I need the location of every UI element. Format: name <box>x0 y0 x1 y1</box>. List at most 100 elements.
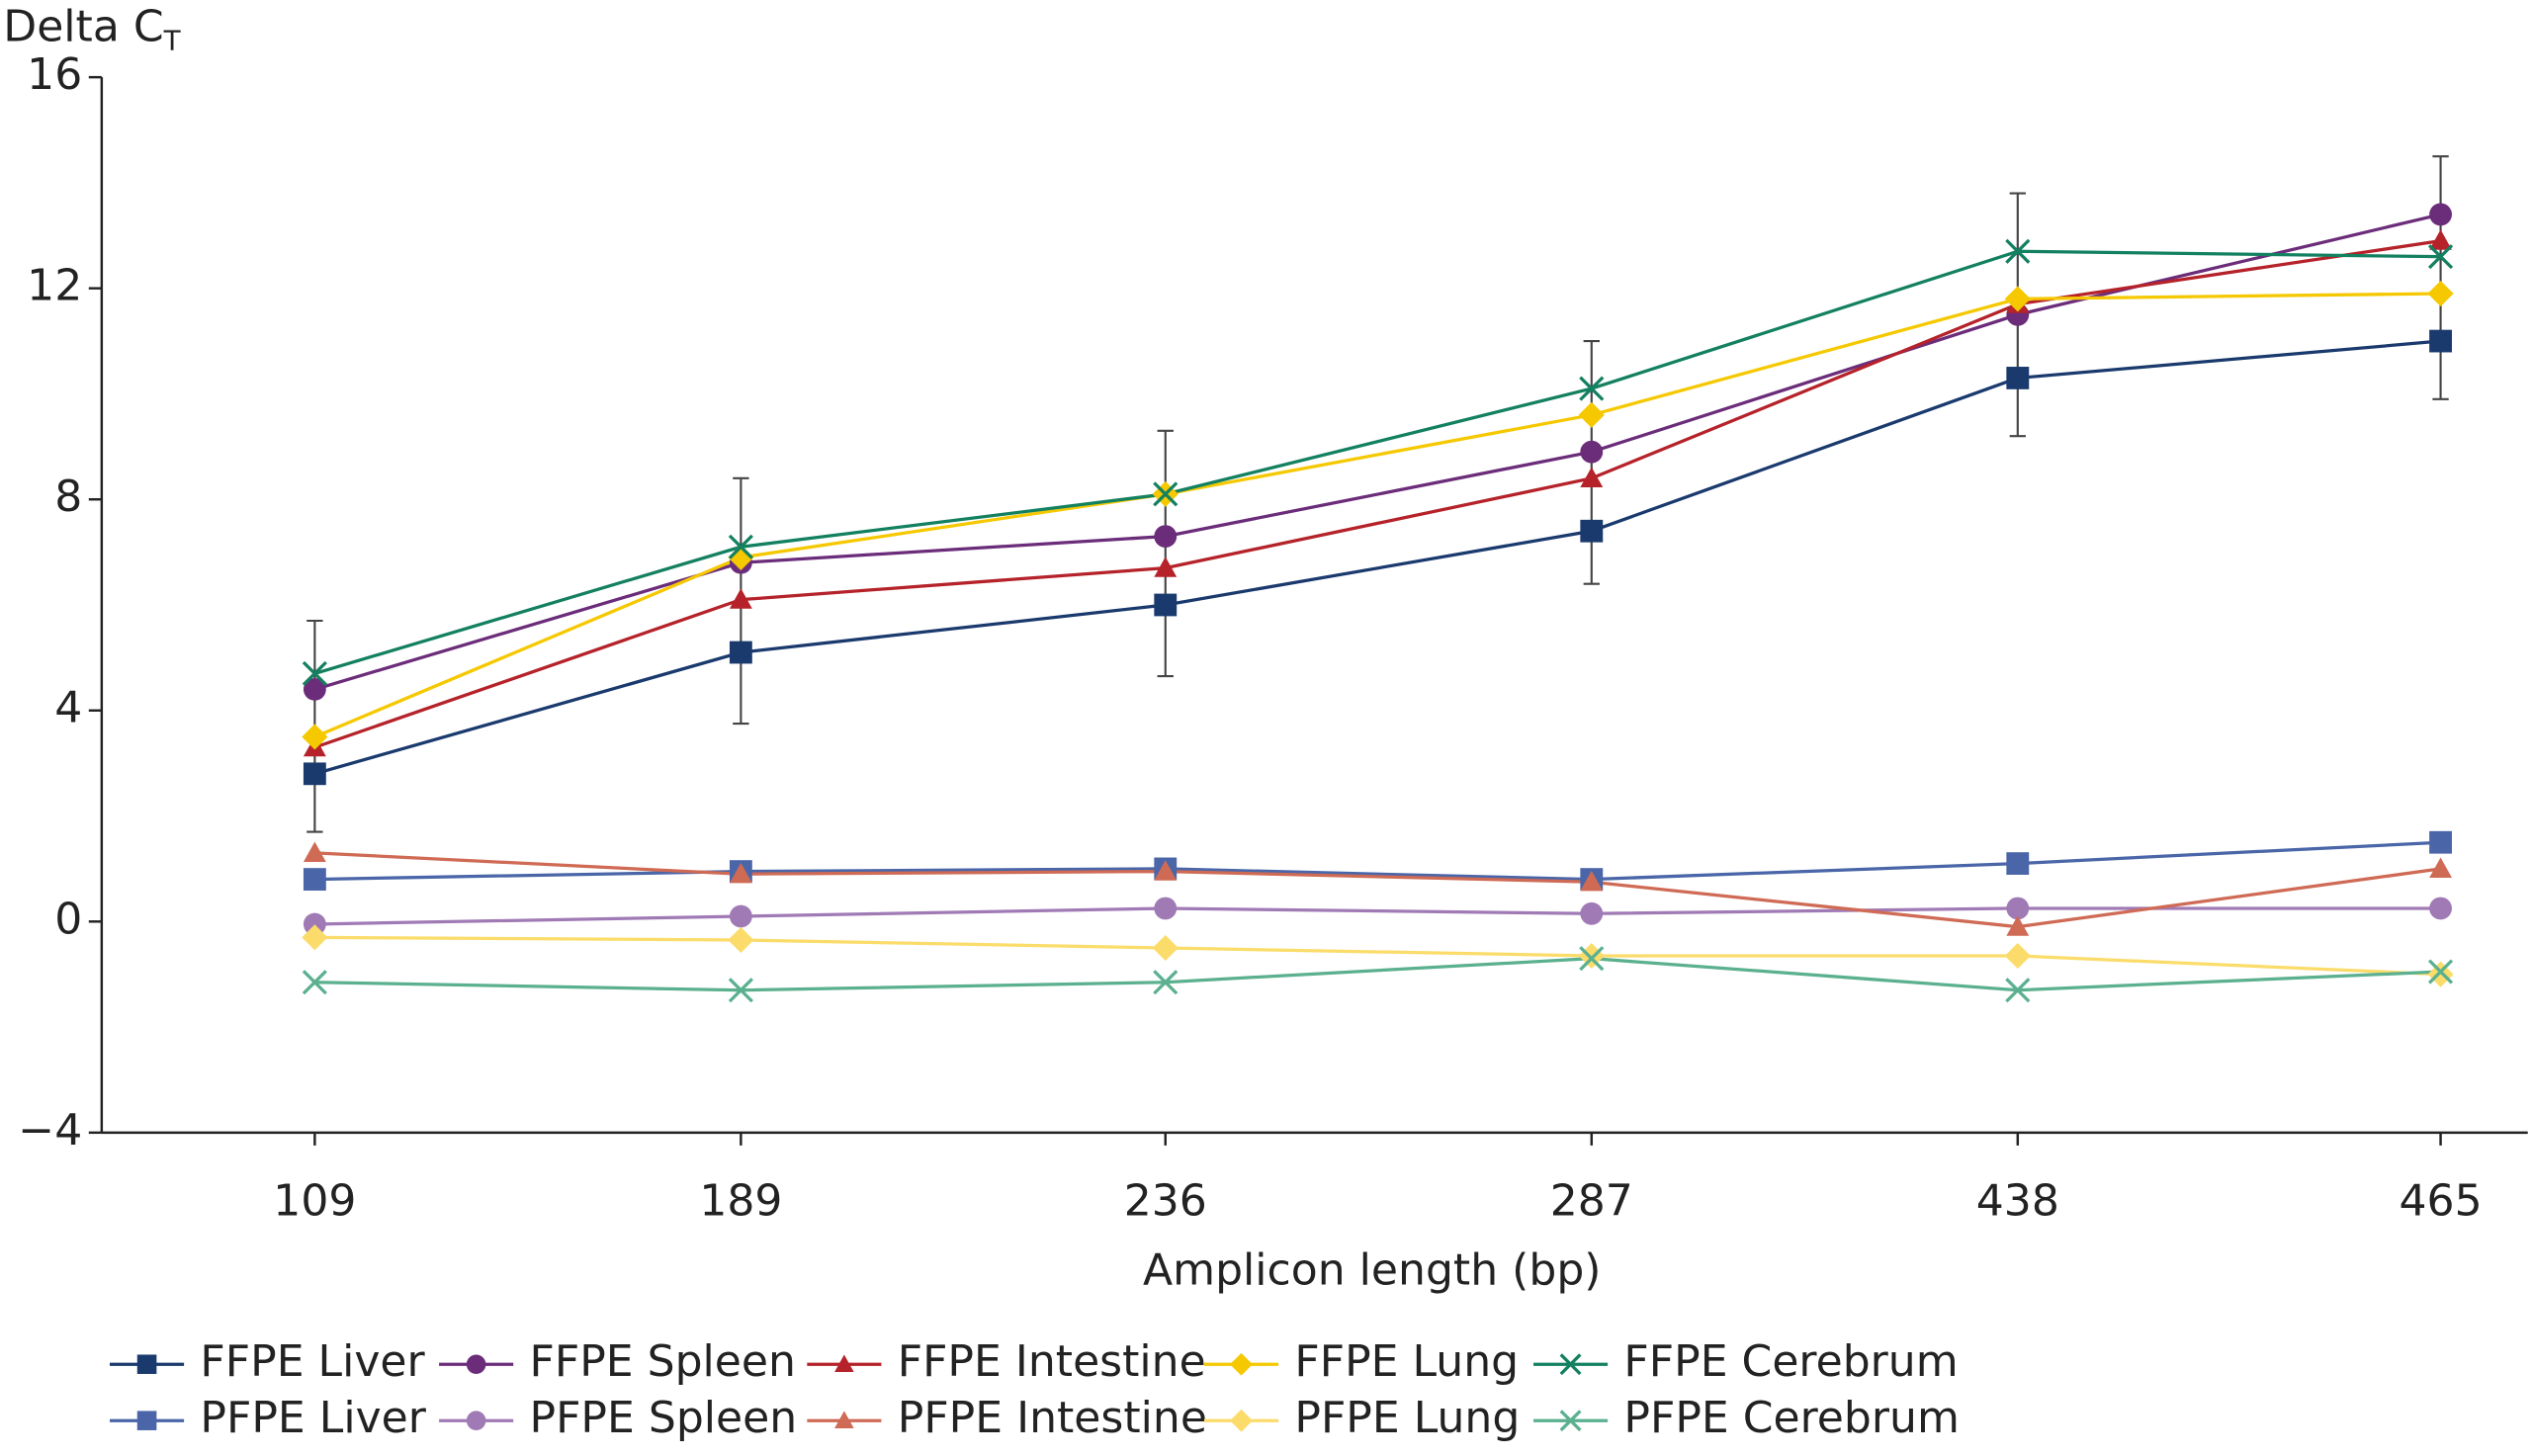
x-tick-label: 189 <box>699 1176 782 1227</box>
marker <box>1578 942 1605 970</box>
y-tick-label: 4 <box>54 683 82 733</box>
marker <box>1153 481 1178 507</box>
marker <box>1580 440 1604 464</box>
marker <box>302 724 328 750</box>
marker <box>1580 519 1604 543</box>
marker <box>303 868 326 891</box>
series-line <box>314 935 2441 977</box>
marker <box>2429 830 2452 854</box>
legend-label: FFPE Cerebrum <box>1623 1336 1958 1387</box>
marker <box>1152 934 1178 962</box>
marker <box>466 1354 486 1374</box>
legend-label: FFPE Liver <box>200 1336 425 1387</box>
marker <box>2427 959 2454 985</box>
marker <box>1580 467 1604 487</box>
marker <box>303 841 326 863</box>
marker <box>466 1411 486 1430</box>
legend-label: PFPE Cerebrum <box>1623 1393 1959 1443</box>
series-line <box>313 213 2441 691</box>
marker <box>2429 857 2452 879</box>
marker <box>1580 870 1604 892</box>
marker <box>1154 897 1178 920</box>
marker <box>1580 901 1604 925</box>
marker <box>302 970 327 995</box>
legend-label: PFPE Lung <box>1294 1393 1520 1443</box>
y-label-main: Delta C <box>3 1 163 51</box>
marker <box>1230 1409 1253 1432</box>
marker <box>729 641 752 664</box>
series-line <box>314 840 2441 882</box>
marker <box>1154 525 1178 548</box>
marker <box>2004 942 2031 970</box>
marker <box>136 1354 157 1374</box>
x-tick-label: 438 <box>1976 1176 2059 1227</box>
series-line <box>313 249 2441 675</box>
x-tick-label: 465 <box>2400 1176 2483 1227</box>
marker <box>2427 244 2454 270</box>
x-axis-label: Amplicon length (bp) <box>1143 1244 1601 1295</box>
legend-label: PFPE Intestine <box>898 1393 1207 1443</box>
marker <box>729 588 752 609</box>
marker <box>2429 329 2452 353</box>
marker <box>1154 860 1178 881</box>
marker <box>2004 286 2031 312</box>
marker <box>2429 203 2452 226</box>
marker <box>303 762 326 786</box>
marker <box>2427 961 2454 987</box>
marker <box>302 924 328 951</box>
marker <box>728 534 753 559</box>
x-tick-label: 236 <box>1124 1176 1207 1227</box>
legend-label: FFPE Lung <box>1294 1336 1519 1387</box>
legend-label: FFPE Intestine <box>898 1336 1206 1387</box>
marker <box>728 978 753 1003</box>
marker <box>303 912 326 936</box>
error-bar <box>2432 155 2449 400</box>
y-tick-label: 8 <box>54 471 82 522</box>
marker <box>2427 280 2454 307</box>
legend-label: FFPE Spleen <box>530 1336 796 1387</box>
marker <box>729 862 752 884</box>
series-line <box>314 906 2441 926</box>
marker <box>1579 946 1605 972</box>
y-tick-label: 0 <box>54 894 82 944</box>
legend-label: PFPE Spleen <box>530 1393 798 1443</box>
marker <box>2005 978 2031 1003</box>
series-line <box>313 339 2441 776</box>
marker <box>1153 970 1178 995</box>
y-tick-label: 12 <box>27 261 82 311</box>
series-line <box>314 957 2441 992</box>
marker <box>1579 376 1605 401</box>
series-line <box>313 292 2441 738</box>
marker <box>834 1411 854 1429</box>
marker <box>1559 1353 1582 1376</box>
marker <box>303 678 326 701</box>
marker <box>834 1354 854 1373</box>
marker <box>302 660 327 686</box>
marker <box>2006 915 2030 936</box>
marker <box>1230 1352 1253 1376</box>
marker <box>2429 229 2452 250</box>
marker <box>1559 1410 1582 1432</box>
marker <box>729 904 752 928</box>
marker <box>728 544 754 570</box>
legend-label: PFPE Liver <box>200 1393 426 1443</box>
marker <box>1578 401 1605 428</box>
y-tick-label: 16 <box>27 49 82 100</box>
marker <box>2006 852 2030 875</box>
series-line <box>314 851 2441 929</box>
marker <box>2005 238 2031 264</box>
marker <box>1154 593 1178 617</box>
marker <box>2429 897 2452 920</box>
marker <box>2006 897 2030 920</box>
x-tick-label: 287 <box>1550 1176 1633 1227</box>
x-tick-label: 109 <box>273 1176 356 1227</box>
marker <box>2006 367 2030 389</box>
marker <box>728 926 754 954</box>
marker <box>136 1411 157 1430</box>
y-tick-label: −4 <box>18 1105 82 1156</box>
y-axis-label: Delta CT <box>3 1 180 56</box>
marker <box>1154 557 1178 577</box>
series-line <box>313 239 2441 749</box>
error-bar <box>1157 429 1174 678</box>
